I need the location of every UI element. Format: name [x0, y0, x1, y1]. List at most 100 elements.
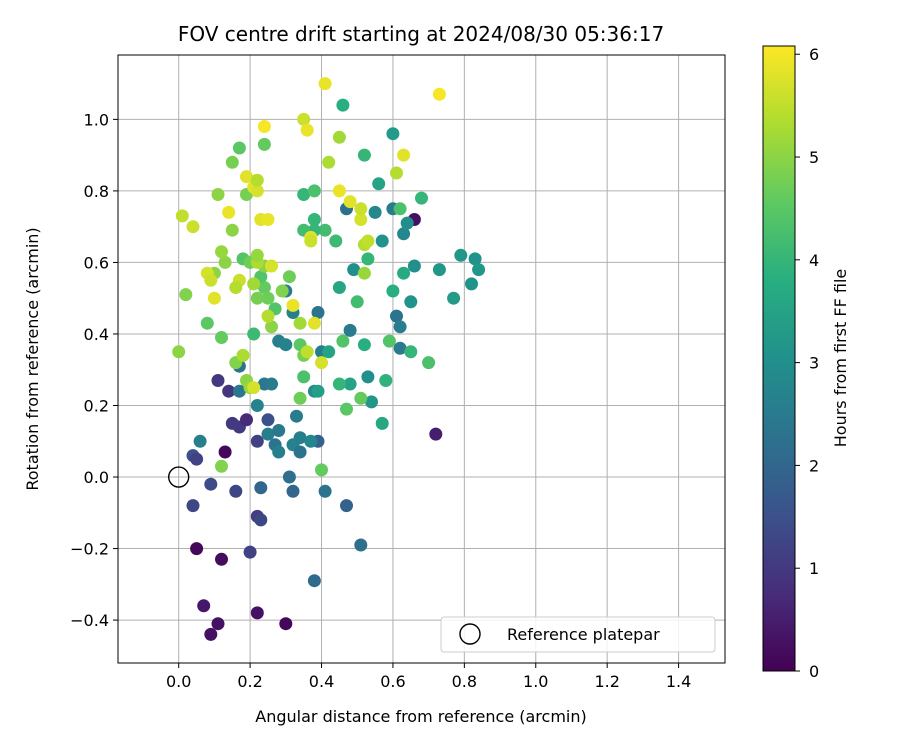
data-point [347, 263, 361, 277]
data-point [211, 188, 225, 201]
y-tick-label: −0.2 [70, 540, 109, 559]
data-point [468, 252, 482, 266]
data-point [247, 327, 261, 341]
data-point [372, 177, 386, 191]
data-point [307, 184, 321, 198]
data-point [247, 277, 261, 291]
data-point [432, 87, 446, 101]
data-point [250, 399, 264, 412]
data-point [215, 331, 228, 344]
data-point [250, 184, 264, 198]
y-axis-label: Rotation from reference (arcmin) [23, 227, 42, 490]
x-tick-label: 0.4 [309, 672, 334, 691]
data-point [207, 291, 221, 305]
data-point [311, 306, 325, 319]
data-point [400, 216, 414, 230]
colorbar-tick-label: 5 [809, 148, 819, 167]
data-point [322, 155, 336, 169]
data-point [218, 255, 232, 269]
data-point [215, 552, 228, 566]
y-axis-ticks: −0.4 −0.2 0.0 0.2 0.4 0.6 0.8 1.0 [70, 110, 118, 630]
colorbar-tick-label: 2 [809, 456, 819, 475]
data-point [343, 323, 357, 337]
data-point [393, 202, 407, 216]
colorbar-ticks: 0 1 2 3 4 5 6 [795, 45, 819, 681]
data-point [318, 77, 332, 91]
x-tick-label: 1.2 [594, 672, 619, 691]
data-point [211, 374, 225, 387]
data-point [243, 545, 257, 559]
data-point [265, 320, 278, 334]
y-tick-label: 0.6 [84, 253, 109, 272]
data-point [254, 481, 268, 495]
reference-platepar-marker [167, 466, 190, 488]
data-point [272, 445, 286, 459]
data-point [229, 281, 243, 294]
x-tick-label: 0.2 [237, 672, 262, 691]
data-point [354, 538, 368, 552]
data-point [304, 234, 318, 248]
data-point [261, 427, 275, 441]
y-tick-label: 0.0 [84, 468, 109, 487]
data-point [368, 205, 382, 219]
data-point [282, 270, 296, 284]
data-point [361, 252, 375, 266]
data-point [297, 112, 311, 126]
data-point [415, 191, 428, 205]
data-point [215, 459, 228, 473]
data-point [261, 413, 275, 427]
data-point [293, 431, 307, 445]
plot-frame [117, 54, 726, 664]
data-point [404, 295, 418, 309]
data-point [390, 309, 403, 323]
data-point [293, 316, 307, 330]
data-point [357, 338, 371, 352]
data-point [336, 334, 350, 348]
data-point [357, 266, 371, 280]
data-point [354, 202, 368, 216]
data-point [240, 413, 253, 427]
data-point [279, 338, 293, 352]
data-point [250, 248, 264, 262]
y-tick-label: 0.2 [84, 396, 109, 415]
data-point [386, 284, 400, 298]
data-point [375, 234, 389, 248]
data-point [172, 345, 186, 359]
data-point [197, 599, 211, 613]
data-point [254, 513, 268, 527]
data-point [332, 377, 346, 391]
data-point [247, 381, 261, 395]
data-point [250, 173, 264, 187]
x-tick-label: 0.0 [166, 672, 191, 691]
data-point [340, 499, 353, 513]
data-point [218, 445, 232, 459]
data-point [472, 263, 486, 277]
data-point [297, 188, 311, 201]
data-point [200, 316, 214, 330]
data-point [225, 155, 239, 169]
data-point [315, 463, 328, 477]
data-point [429, 427, 443, 441]
data-point [193, 434, 207, 448]
data-point [343, 377, 357, 391]
x-tick-label: 0.6 [380, 672, 405, 691]
data-point [447, 291, 461, 305]
data-point [454, 248, 468, 262]
colorbar-tick-label: 1 [809, 559, 819, 578]
x-axis-ticks: 0.0 0.2 0.4 0.6 0.8 1.0 1.2 1.4 [166, 663, 691, 691]
data-point [190, 542, 204, 556]
data-point [357, 148, 371, 162]
data-point [336, 98, 350, 112]
data-point [257, 137, 271, 151]
data-point [261, 213, 275, 226]
data-point [361, 370, 375, 384]
data-point [354, 213, 368, 226]
data-point [229, 484, 243, 498]
data-point [175, 209, 189, 223]
data-point [204, 627, 218, 641]
y-tick-label: 0.8 [84, 182, 109, 201]
data-point [222, 205, 236, 219]
y-tick-label: −0.4 [70, 611, 109, 630]
colorbar: 0 1 2 3 4 5 6 Hours from first FF file [762, 45, 850, 681]
data-point [397, 266, 411, 280]
